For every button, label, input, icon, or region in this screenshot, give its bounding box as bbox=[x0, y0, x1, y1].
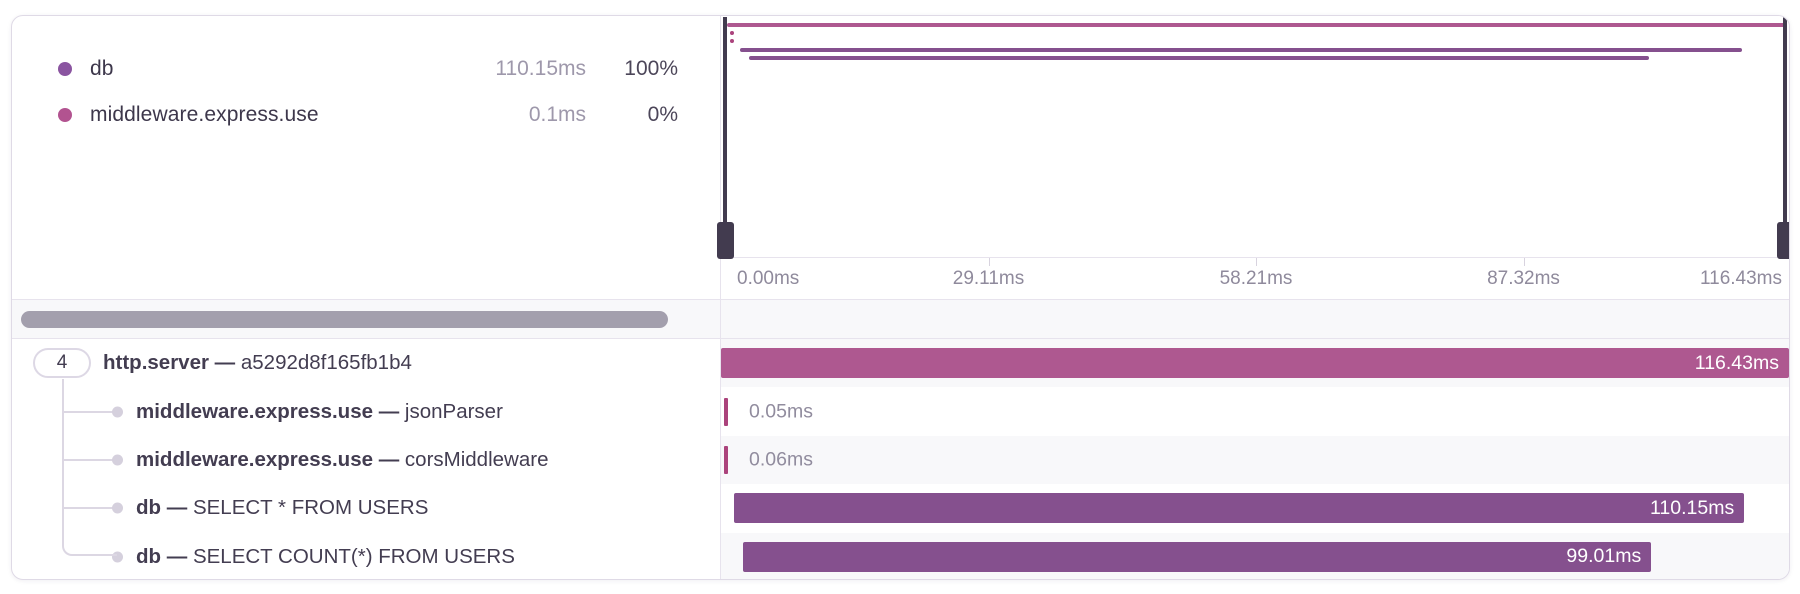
axis-tick-label: 58.21ms bbox=[1219, 267, 1293, 289]
span-duration-label: 0.06ms bbox=[749, 448, 813, 471]
minimap-brush-right-line[interactable] bbox=[1783, 17, 1787, 256]
minimap-brush-handle-left[interactable] bbox=[717, 222, 734, 259]
span-duration-bar[interactable]: 99.01ms bbox=[743, 541, 1652, 572]
legend-color-dot-icon bbox=[58, 108, 72, 122]
axis-tick-label: 116.43ms bbox=[1699, 267, 1782, 289]
tree-connector-line bbox=[63, 507, 117, 510]
legend-duration: 0.1ms bbox=[528, 103, 586, 126]
span-row-label-cell: http.server — a5292d8f165fb1b4 4 bbox=[12, 339, 721, 387]
horizontal-scrollbar-thumb[interactable] bbox=[21, 311, 668, 328]
span-waterfall: http.server — a5292d8f165fb1b4 4 116.43m… bbox=[12, 339, 1789, 579]
time-axis: 0.00ms 29.11ms 58.21ms 87.32ms 116.43ms bbox=[721, 258, 1789, 299]
span-row-timeline-cell: 99.01ms bbox=[721, 532, 1789, 579]
minimap-span-lines bbox=[727, 16, 1786, 257]
span-duration-label: 0.05ms bbox=[749, 400, 813, 423]
span-title[interactable]: middleware.express.use — jsonParser bbox=[136, 399, 503, 423]
tree-connector-line bbox=[63, 410, 117, 413]
span-duration-label: 116.43ms bbox=[1694, 351, 1779, 374]
span-row-timeline-cell: 0.05ms bbox=[721, 387, 1789, 435]
axis-tick-mark bbox=[988, 258, 990, 266]
span-row: http.server — a5292d8f165fb1b4 4 116.43m… bbox=[12, 339, 1789, 388]
minimap-span-line bbox=[739, 47, 1742, 52]
tree-node-dot-icon bbox=[112, 502, 123, 514]
tree-node-dot-icon bbox=[112, 406, 123, 418]
minimap-brush-left-line[interactable] bbox=[723, 17, 727, 256]
legend-span-name: db bbox=[90, 57, 114, 80]
span-row-label-cell: db — SELECT COUNT(*) FROM USERS bbox=[12, 533, 721, 579]
span-title[interactable]: db — SELECT COUNT(*) FROM USERS bbox=[136, 544, 515, 568]
tree-node-dot-icon bbox=[112, 454, 123, 466]
axis-tick-label: 87.32ms bbox=[1487, 267, 1560, 289]
span-row: middleware.express.use — corsMiddleware … bbox=[12, 435, 1789, 485]
span-row: db — SELECT * FROM USERS 110.15ms bbox=[12, 484, 1789, 532]
span-row: middleware.express.use — jsonParser 0.05… bbox=[12, 387, 1789, 435]
span-duration-label: 99.01ms bbox=[1566, 545, 1642, 568]
span-row-timeline-cell: 116.43ms bbox=[721, 339, 1789, 388]
span-title[interactable]: middleware.express.use — corsMiddleware bbox=[136, 448, 549, 472]
span-duration-tick[interactable] bbox=[723, 397, 728, 426]
span-duration-label: 110.15ms bbox=[1650, 496, 1735, 519]
panel-divider bbox=[720, 16, 721, 579]
axis-tick-mark bbox=[1256, 258, 1257, 266]
span-row-label-cell: db — SELECT * FROM USERS bbox=[12, 484, 721, 532]
span-title[interactable]: http.server — a5292d8f165fb1b4 bbox=[103, 351, 412, 375]
children-count-badge[interactable]: 4 bbox=[33, 348, 91, 379]
minimap-brush-handle-right[interactable] bbox=[1777, 222, 1789, 259]
legend-percent: 0% bbox=[647, 103, 678, 126]
span-row: db — SELECT COUNT(*) FROM USERS 99.01ms bbox=[12, 532, 1789, 579]
span-row-timeline-cell: 110.15ms bbox=[721, 484, 1789, 532]
span-duration-bar[interactable]: 110.15ms bbox=[733, 493, 1745, 524]
trace-viewer-panel: db 110.15ms 100% middleware.express.use … bbox=[11, 15, 1790, 580]
tree-connector-line bbox=[63, 459, 117, 462]
legend-span-name: middleware.express.use bbox=[90, 103, 319, 126]
tree-trunk-line bbox=[62, 379, 64, 545]
axis-tick-label: 0.00ms bbox=[737, 267, 800, 289]
legend-row[interactable]: db 110.15ms 100% bbox=[58, 46, 678, 92]
legend-color-dot-icon bbox=[58, 62, 72, 76]
scrollbar-strip bbox=[12, 299, 1789, 339]
span-title[interactable]: db — SELECT * FROM USERS bbox=[136, 496, 429, 520]
axis-tick-mark bbox=[1523, 258, 1525, 266]
span-self-time-legend: db 110.15ms 100% middleware.express.use … bbox=[12, 16, 720, 299]
span-duration-tick[interactable] bbox=[724, 446, 729, 475]
span-row-timeline-cell: 0.06ms bbox=[721, 435, 1789, 485]
tree-node-dot-icon bbox=[112, 551, 123, 563]
legend-row[interactable]: middleware.express.use 0.1ms 0% bbox=[58, 92, 678, 138]
minimap-span-line bbox=[730, 39, 735, 44]
minimap-span-line bbox=[729, 31, 734, 36]
legend-duration: 110.15ms bbox=[495, 57, 586, 80]
timeline-minimap[interactable] bbox=[717, 16, 1789, 259]
span-row-label-cell: middleware.express.use — corsMiddleware bbox=[12, 436, 721, 484]
legend-percent: 100% bbox=[624, 57, 678, 80]
span-duration-bar[interactable]: 116.43ms bbox=[721, 348, 1789, 379]
tree-elbow-line bbox=[62, 543, 117, 556]
minimap-span-line bbox=[727, 23, 1786, 27]
axis-tick-label: 29.11ms bbox=[952, 267, 1025, 289]
minimap-span-line bbox=[748, 55, 1650, 60]
span-row-label-cell: middleware.express.use — jsonParser bbox=[12, 387, 721, 435]
